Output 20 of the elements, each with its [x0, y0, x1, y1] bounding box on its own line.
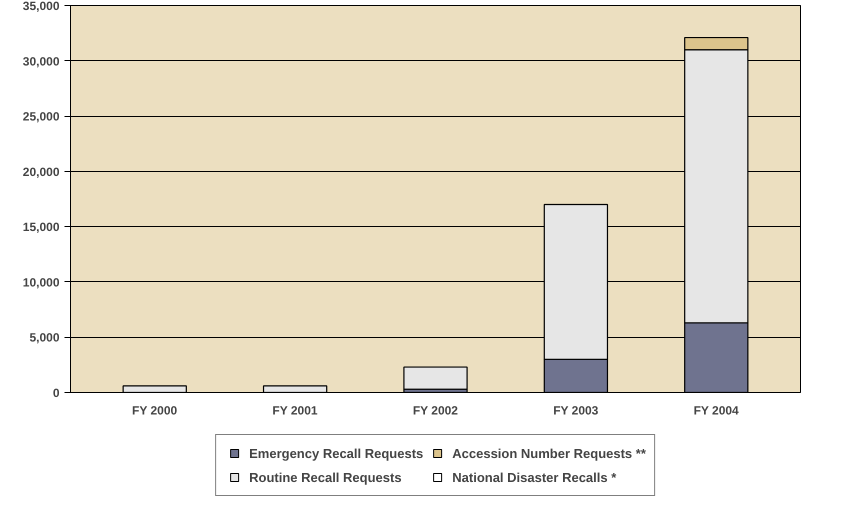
bar — [122, 385, 187, 392]
x-tick-label: FY 2000 — [132, 404, 178, 418]
legend-label: Emergency Recall Requests — [249, 446, 424, 460]
y-tick-label: 20,000 — [22, 164, 60, 179]
x-tick-label: FY 2004 — [694, 404, 740, 418]
bar — [403, 366, 468, 390]
legend-label: Routine Recall Requests — [249, 470, 402, 484]
y-tick-label: 15,000 — [22, 220, 60, 234]
legend-label: National Disaster Recalls * — [452, 470, 616, 484]
x-tick-label: FY 2002 — [412, 404, 458, 418]
y-tick-label: 30,000 — [22, 54, 60, 68]
x-tick-label: FY 2003 — [553, 404, 599, 418]
y-tick-label: 35,000 — [22, 0, 60, 13]
y-tick-label: 0 — [52, 386, 60, 400]
legend-label: Accession Number Requests ** — [452, 446, 646, 460]
bar — [262, 385, 328, 392]
y-tick-label: 5,000 — [29, 330, 60, 345]
y-tick-label: 10,000 — [22, 275, 60, 290]
y-tick-label: 25,000 — [22, 110, 60, 124]
x-tick-label: FY 2001 — [272, 404, 318, 418]
